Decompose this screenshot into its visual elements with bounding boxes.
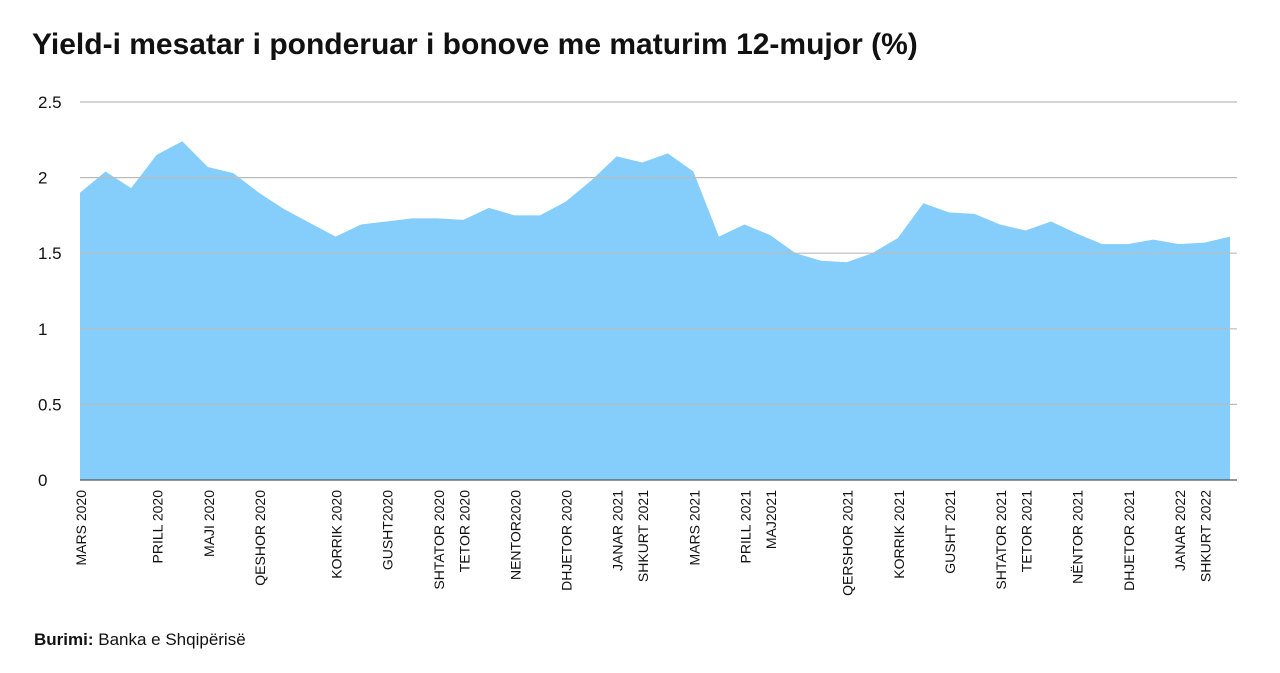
y-tick-label: 0.5: [38, 395, 62, 414]
x-tick-label: SHTATOR 2020: [431, 490, 447, 590]
y-tick-label: 1.5: [38, 244, 62, 263]
x-tick-label: TETOR 2020: [456, 490, 472, 572]
x-tick-label: MARS 2020: [73, 490, 89, 566]
x-tick-label: MAJI 2020: [201, 490, 217, 557]
x-tick-label: GUSHT 2021: [942, 490, 958, 574]
x-tick-label: GUSHT2020: [380, 490, 396, 570]
x-tick-label: KORRIK 2021: [891, 490, 907, 579]
x-tick-label: SHTATOR 2021: [993, 490, 1009, 590]
x-tick-label: QERSHOR 2021: [840, 490, 856, 596]
x-tick-label: SHKURT 2021: [635, 490, 651, 582]
x-tick-label: MARS 2021: [686, 490, 702, 566]
source-text: Banka e Shqipërisë: [98, 630, 245, 649]
x-tick-label: DHJETOR 2020: [559, 490, 575, 591]
source-label: Burimi:: [34, 630, 94, 649]
x-tick-label: PRILL 2020: [150, 490, 166, 564]
x-tick-label: NËNTOR 2021: [1070, 490, 1086, 584]
area: [80, 141, 1230, 480]
y-tick-label: 0: [38, 471, 47, 490]
x-tick-label: JANAR 2021: [610, 490, 626, 571]
y-tick-label: 1: [38, 320, 47, 339]
source: Burimi: Banka e Shqipërisë: [34, 630, 246, 649]
x-tick-label: MAJ2021: [763, 490, 779, 549]
x-tick-label: PRILL 2021: [737, 490, 753, 564]
x-tick-label: NENTOR2020: [507, 490, 523, 580]
chart-title: Yield-i mesatar i ponderuar i bonove me …: [32, 28, 918, 61]
x-tick-label: JANAR 2022: [1172, 490, 1188, 571]
x-tick-label: DHJETOR 2021: [1121, 490, 1137, 591]
x-tick-label: SHKURT 2022: [1197, 490, 1213, 582]
y-tick-label: 2: [38, 169, 47, 188]
x-tick-label: TETOR 2021: [1019, 490, 1035, 572]
x-tick-label: QESHOR 2020: [252, 490, 268, 586]
x-tick-label: KORRIK 2020: [329, 490, 345, 579]
y-tick-label: 2.5: [38, 93, 62, 112]
